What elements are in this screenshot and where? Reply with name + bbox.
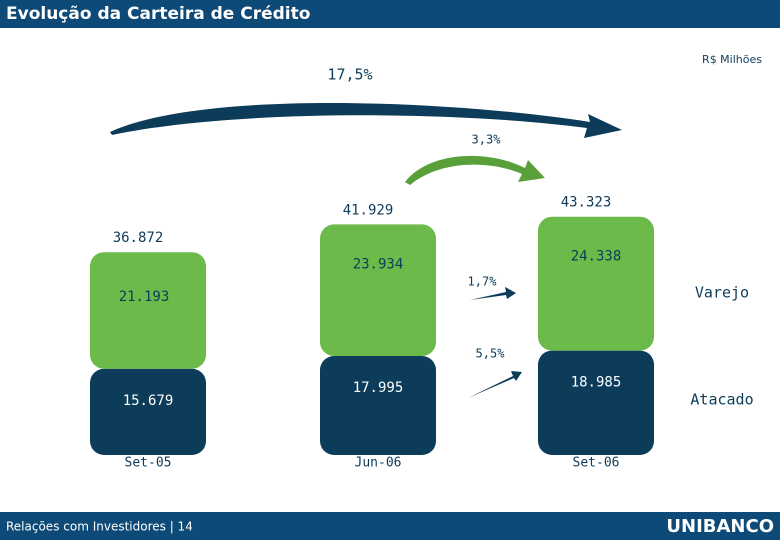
value-label: 17.995 [353, 380, 404, 396]
slide-title: Evolução da Carteira de Crédito [6, 4, 310, 24]
annotation: 17,5% [327, 66, 372, 84]
bar-segment [538, 350, 654, 455]
unit-label: R$ Milhões [702, 53, 762, 66]
value-label: 21.193 [119, 289, 170, 305]
legend-entry: Atacado [690, 391, 753, 409]
value-label: 24.338 [571, 249, 622, 265]
logo: UNIBANCO [666, 516, 774, 537]
growth-arrow-quarter [405, 155, 545, 185]
footer: Relações com Investidores | 14 [6, 520, 193, 534]
footer-bar [0, 512, 780, 540]
annotation: 1,7% [468, 275, 498, 289]
atacado-arrow [468, 371, 522, 398]
x-tick-label: Set-06 [573, 456, 620, 471]
bar-segment [538, 216, 654, 351]
varejo-arrow [470, 287, 516, 300]
growth-arrow-year [110, 103, 622, 138]
bar-segment [90, 252, 206, 369]
value-label: 18.985 [571, 375, 622, 391]
title-bar [0, 0, 780, 28]
total-label: 43.323 [561, 195, 612, 211]
x-tick-label: Set-05 [125, 456, 172, 471]
total-label: 36.872 [113, 230, 164, 246]
legend-entry: Varejo [695, 284, 749, 302]
bars: 15.679 21.193 36.872 Set-05 17.995 23.934 41.9… [90, 195, 754, 471]
bar-segment [320, 224, 436, 357]
bar-segment [320, 356, 436, 455]
annotation: 3,3% [472, 133, 502, 147]
x-tick-label: Jun-06 [355, 456, 402, 471]
annotation: 5,5% [476, 347, 506, 361]
bar-segment [90, 368, 206, 455]
total-label: 41.929 [343, 202, 394, 218]
value-label: 15.679 [123, 393, 174, 409]
value-label: 23.934 [353, 256, 404, 272]
